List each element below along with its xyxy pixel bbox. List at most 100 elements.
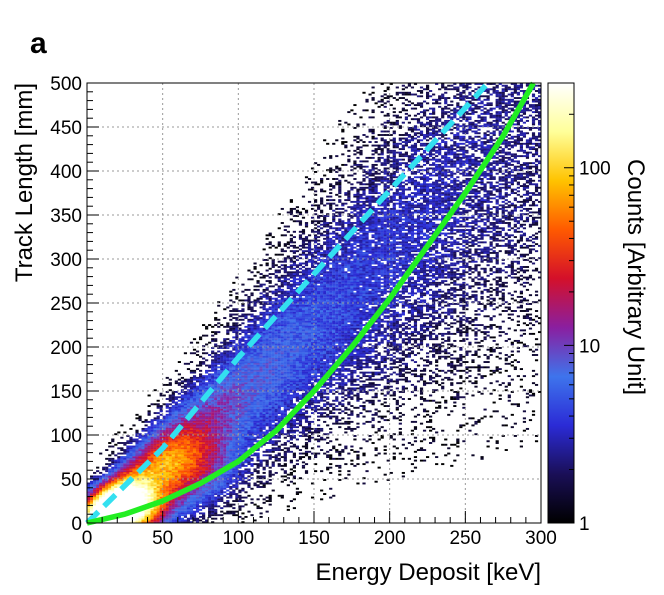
heatmap-cell: [274, 348, 278, 351]
heatmap-cell: [256, 486, 260, 488]
heatmap-cell: [159, 443, 163, 446]
heatmap-cell: [168, 394, 172, 397]
heatmap-cell: [180, 482, 185, 485]
heatmap-cell: [217, 318, 221, 321]
heatmap-cell: [274, 387, 278, 390]
heatmap-cell: [174, 426, 178, 429]
heatmap-cell: [120, 508, 124, 511]
heatmap-cell: [186, 401, 191, 404]
heatmap-cell: [223, 366, 227, 369]
heatmap-cell: [232, 405, 236, 407]
heatmap-cell: [283, 447, 287, 450]
heatmap-cell: [159, 510, 163, 513]
heatmap-cell: [247, 320, 251, 323]
heatmap-cell: [150, 510, 154, 513]
heatmap-cell: [93, 489, 97, 492]
heatmap-cell: [180, 445, 185, 448]
heatmap-cell: [268, 503, 272, 506]
heatmap-cell: [274, 369, 278, 372]
heatmap-cell: [268, 308, 272, 311]
heatmap-cell: [159, 482, 163, 485]
heatmap-cell: [174, 380, 178, 383]
heatmap-cell: [211, 338, 215, 341]
heatmap-cell: [129, 514, 133, 517]
heatmap-cell: [195, 378, 200, 381]
heatmap-cell: [156, 471, 160, 474]
heatmap-cell: [262, 454, 266, 457]
heatmap-cell: [220, 391, 224, 393]
heatmap-cell: [229, 438, 233, 441]
heatmap-cell: [235, 457, 239, 460]
heatmap-cell: [96, 491, 100, 494]
heatmap-cell: [99, 480, 103, 483]
heatmap-cell: [226, 415, 230, 418]
heatmap-cell: [253, 315, 257, 318]
heatmap-cell: [217, 484, 221, 487]
heatmap-cell: [147, 459, 151, 462]
heatmap-cell: [205, 489, 209, 492]
heatmap-cell: [208, 487, 212, 490]
heatmap-cell: [198, 438, 203, 441]
heatmap-cell: [229, 503, 233, 506]
heatmap-cell: [286, 310, 290, 312]
heatmap-cell: [183, 464, 188, 467]
heatmap-cell: [147, 405, 151, 407]
heatmap-cell: [259, 348, 263, 351]
heatmap-cell: [208, 470, 212, 473]
heatmap-cell: [159, 422, 163, 425]
heatmap-cell: [274, 443, 278, 446]
heatmap-cell: [192, 352, 197, 355]
heatmap-cell: [271, 361, 275, 363]
heatmap-cell: [126, 435, 130, 437]
heatmap-cell: [165, 410, 169, 413]
heatmap-cell: [262, 347, 266, 349]
heatmap-cell: [244, 442, 248, 444]
heatmap-cell: [250, 443, 254, 446]
heatmap-cell: [214, 413, 218, 416]
heatmap-cell: [208, 466, 212, 469]
heatmap-cell: [189, 479, 194, 481]
heatmap-cell: [247, 424, 251, 427]
heatmap-cell: [217, 387, 221, 390]
heatmap-cell: [250, 350, 254, 353]
heatmap-cell: [202, 486, 206, 488]
heatmap-cell: [238, 348, 242, 351]
heatmap-cell: [168, 412, 172, 415]
heatmap-cell: [156, 419, 160, 422]
heatmap-cell: [283, 267, 287, 270]
heatmap-cell: [214, 368, 218, 371]
heatmap-cell: [235, 322, 239, 325]
heatmap-cell: [253, 389, 257, 392]
heatmap-cell: [159, 519, 163, 522]
heatmap-cell: [147, 450, 151, 453]
heatmap-cell: [271, 236, 275, 239]
heatmap-cell: [132, 514, 136, 517]
heatmap-cell: [156, 494, 160, 497]
heatmap-cell: [214, 345, 218, 348]
heatmap-cell: [223, 505, 227, 508]
heatmap-cell: [165, 473, 169, 476]
heatmap-cell: [159, 470, 163, 473]
heatmap-cell: [241, 431, 245, 434]
heatmap-cell: [189, 341, 194, 344]
heatmap-cell: [223, 459, 227, 462]
heatmap-cell: [265, 375, 269, 378]
heatmap-cell: [217, 514, 221, 517]
heatmap-cell: [202, 403, 206, 406]
heatmap-cell: [256, 285, 260, 288]
heatmap-cell: [244, 354, 248, 356]
heatmap-cell: [177, 496, 181, 499]
heatmap-cell: [208, 399, 212, 402]
heatmap-cell: [259, 389, 263, 392]
heatmap-cell: [195, 464, 200, 467]
heatmap-cell: [217, 304, 221, 307]
heatmap-cell: [277, 301, 281, 304]
heatmap-cell: [147, 521, 151, 524]
heatmap-cell: [205, 475, 209, 478]
heatmap-cell: [256, 466, 260, 469]
heatmap-cell: [235, 327, 239, 330]
heatmap-cell: [153, 389, 157, 392]
heatmap-cell: [226, 380, 230, 383]
heatmap-cell: [123, 517, 127, 520]
heatmap-cell: [253, 369, 257, 372]
